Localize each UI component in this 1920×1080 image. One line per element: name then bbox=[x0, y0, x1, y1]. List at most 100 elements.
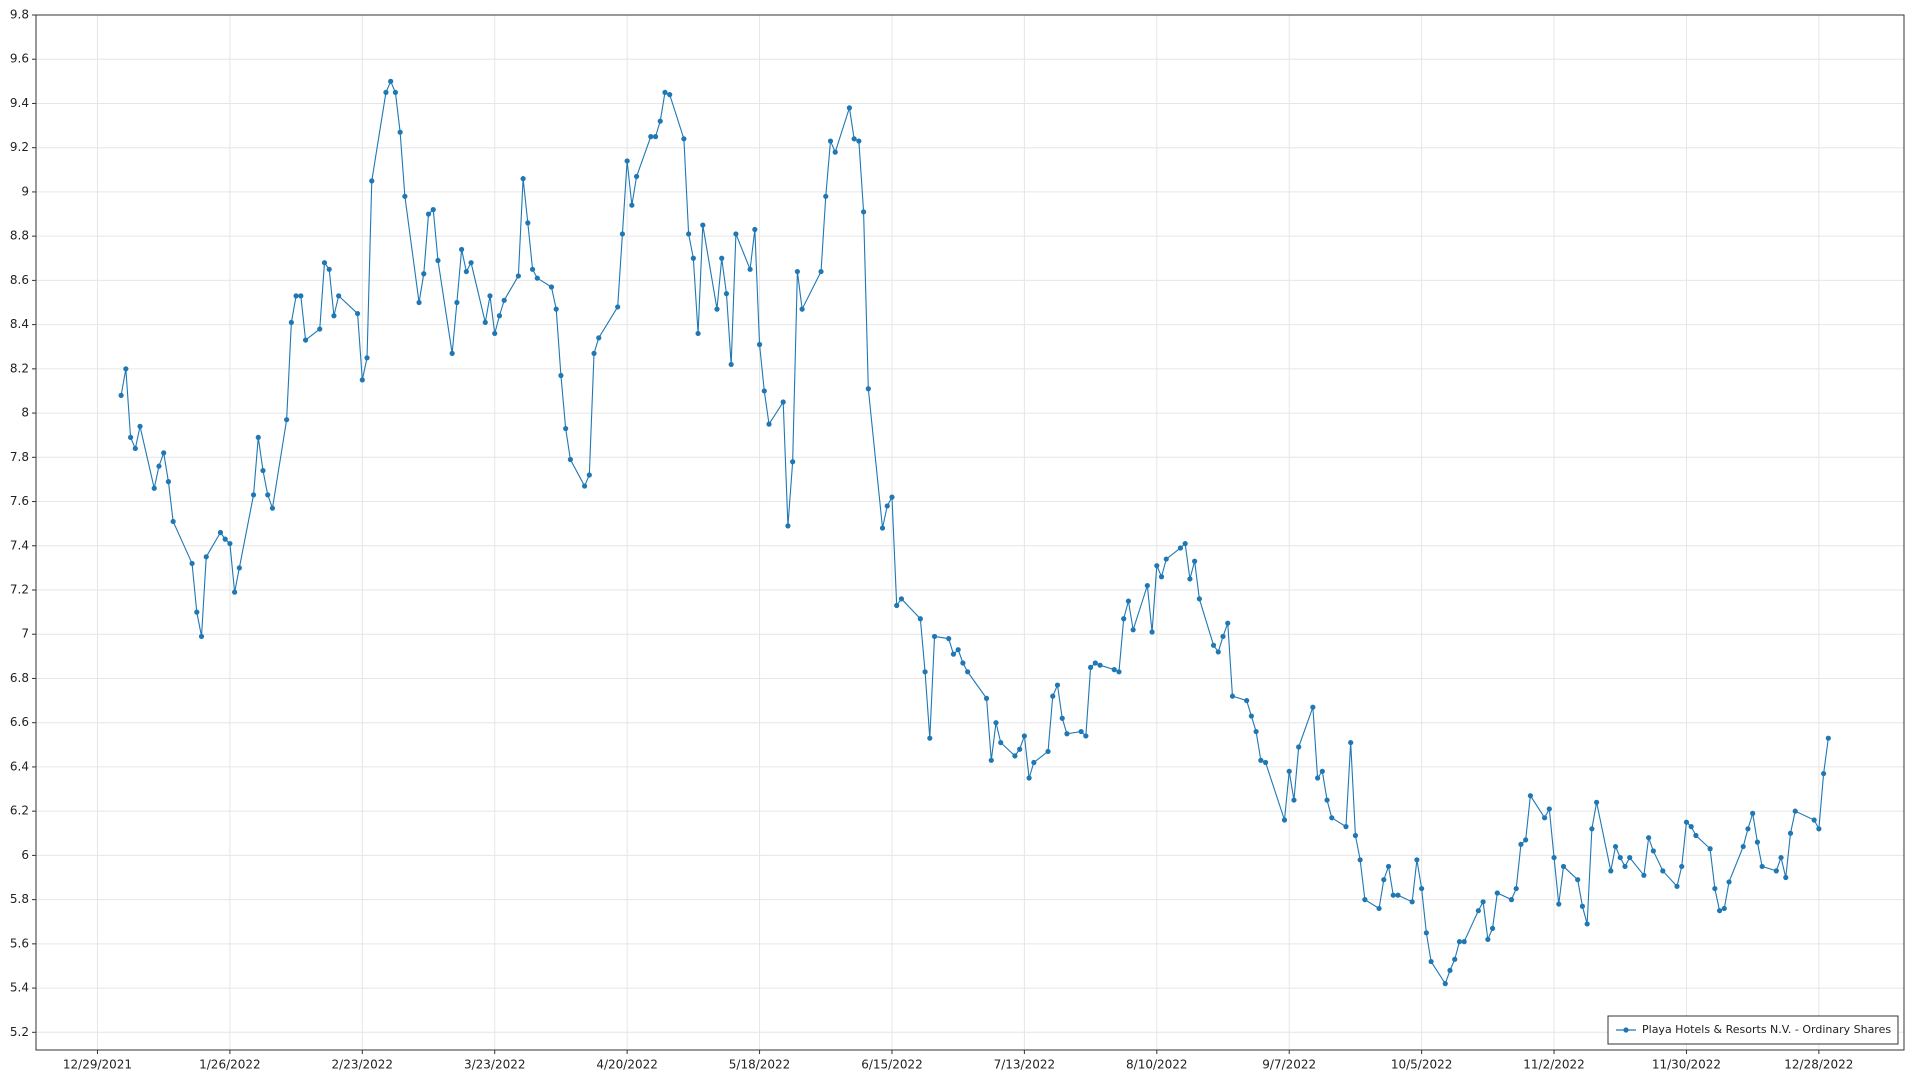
data-point bbox=[553, 306, 559, 312]
data-point bbox=[1712, 885, 1718, 892]
data-point bbox=[459, 246, 465, 253]
data-point bbox=[293, 293, 299, 299]
data-point bbox=[690, 255, 696, 261]
data-point bbox=[1258, 757, 1264, 763]
data-point bbox=[1428, 958, 1434, 965]
data-point bbox=[1021, 733, 1027, 739]
data-point bbox=[586, 472, 592, 478]
data-point bbox=[1579, 903, 1586, 909]
data-point bbox=[865, 386, 871, 392]
data-point bbox=[1707, 846, 1713, 852]
data-point bbox=[492, 330, 498, 337]
data-point bbox=[931, 633, 938, 640]
y-tick-label: 5.8 bbox=[10, 892, 29, 906]
data-point bbox=[161, 450, 167, 456]
data-point bbox=[1310, 704, 1316, 710]
data-point bbox=[846, 105, 853, 111]
data-point bbox=[1523, 837, 1529, 843]
data-point bbox=[1754, 839, 1760, 845]
legend-box bbox=[1607, 1015, 1899, 1045]
data-point bbox=[1414, 857, 1420, 863]
data-point bbox=[851, 136, 857, 142]
y-tick-label: 6.8 bbox=[10, 671, 29, 685]
data-point bbox=[1158, 574, 1165, 580]
data-point bbox=[1187, 576, 1193, 582]
data-point bbox=[1688, 824, 1694, 830]
data-point bbox=[657, 118, 663, 124]
data-point bbox=[983, 695, 990, 701]
y-tick-label: 9.6 bbox=[10, 52, 29, 66]
data-point bbox=[302, 337, 309, 343]
data-point bbox=[421, 271, 427, 277]
data-point bbox=[1031, 759, 1037, 766]
y-tick-label: 8.8 bbox=[10, 229, 29, 243]
data-point bbox=[156, 463, 162, 469]
data-point bbox=[927, 735, 933, 741]
data-point bbox=[1210, 642, 1217, 648]
data-point bbox=[1745, 826, 1751, 832]
data-point bbox=[1026, 775, 1032, 781]
data-point bbox=[1244, 697, 1250, 704]
data-point bbox=[1125, 598, 1132, 604]
data-point bbox=[1409, 899, 1415, 905]
data-point bbox=[1584, 921, 1590, 927]
data-point bbox=[496, 313, 503, 319]
data-point bbox=[1494, 890, 1500, 896]
data-point bbox=[884, 503, 890, 509]
data-point bbox=[449, 350, 455, 356]
data-point bbox=[525, 220, 531, 226]
data-point bbox=[165, 479, 172, 485]
series-line bbox=[120, 79, 1829, 985]
y-tick-label: 8 bbox=[21, 406, 29, 420]
data-point bbox=[1740, 843, 1746, 850]
y-tick-label: 9.8 bbox=[10, 8, 29, 22]
data-point bbox=[232, 589, 238, 595]
data-point bbox=[558, 372, 564, 379]
data-point bbox=[1594, 799, 1600, 805]
data-point bbox=[118, 392, 124, 398]
data-point bbox=[1825, 735, 1831, 741]
data-point bbox=[369, 178, 375, 184]
data-point bbox=[1281, 817, 1288, 823]
data-point bbox=[1452, 956, 1458, 962]
data-point bbox=[695, 330, 701, 337]
data-point bbox=[520, 176, 526, 182]
data-point bbox=[1674, 883, 1680, 889]
data-point bbox=[898, 596, 905, 602]
data-point bbox=[1660, 868, 1666, 874]
data-point bbox=[189, 560, 195, 567]
data-point bbox=[255, 434, 261, 441]
data-point bbox=[364, 355, 370, 361]
data-point bbox=[1442, 981, 1448, 987]
data-point bbox=[317, 326, 323, 332]
data-point bbox=[1395, 892, 1401, 898]
data-point bbox=[1357, 857, 1363, 863]
data-point bbox=[955, 647, 961, 653]
data-point bbox=[998, 739, 1004, 746]
data-point bbox=[1092, 660, 1098, 666]
data-point bbox=[463, 268, 469, 275]
data-point bbox=[567, 456, 573, 463]
data-point bbox=[917, 616, 923, 622]
data-point bbox=[1485, 936, 1491, 943]
data-point bbox=[790, 459, 796, 465]
data-point bbox=[123, 366, 129, 372]
data-point bbox=[1608, 868, 1614, 874]
data-point bbox=[761, 388, 767, 394]
data-point bbox=[1163, 556, 1169, 562]
data-point bbox=[1291, 797, 1297, 803]
data-point bbox=[425, 211, 432, 217]
data-point bbox=[1319, 768, 1325, 774]
data-point bbox=[203, 554, 209, 560]
y-tick-label: 7.8 bbox=[10, 450, 29, 464]
data-point bbox=[1262, 759, 1269, 766]
data-point bbox=[1447, 967, 1453, 973]
data-point bbox=[733, 231, 739, 237]
data-point bbox=[1811, 817, 1817, 823]
data-point bbox=[1641, 872, 1647, 878]
data-point bbox=[1679, 863, 1685, 870]
data-point bbox=[416, 299, 422, 306]
data-point bbox=[217, 529, 224, 536]
data-point bbox=[988, 757, 994, 763]
